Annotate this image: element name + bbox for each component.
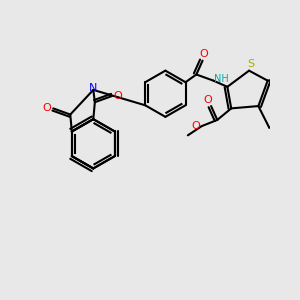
Text: O: O (200, 50, 208, 59)
Text: S: S (247, 59, 254, 69)
Text: O: O (191, 121, 200, 131)
Text: O: O (43, 103, 51, 113)
Text: O: O (114, 91, 122, 101)
Text: O: O (204, 95, 212, 105)
Text: N: N (89, 83, 98, 93)
Text: NH: NH (214, 74, 229, 84)
